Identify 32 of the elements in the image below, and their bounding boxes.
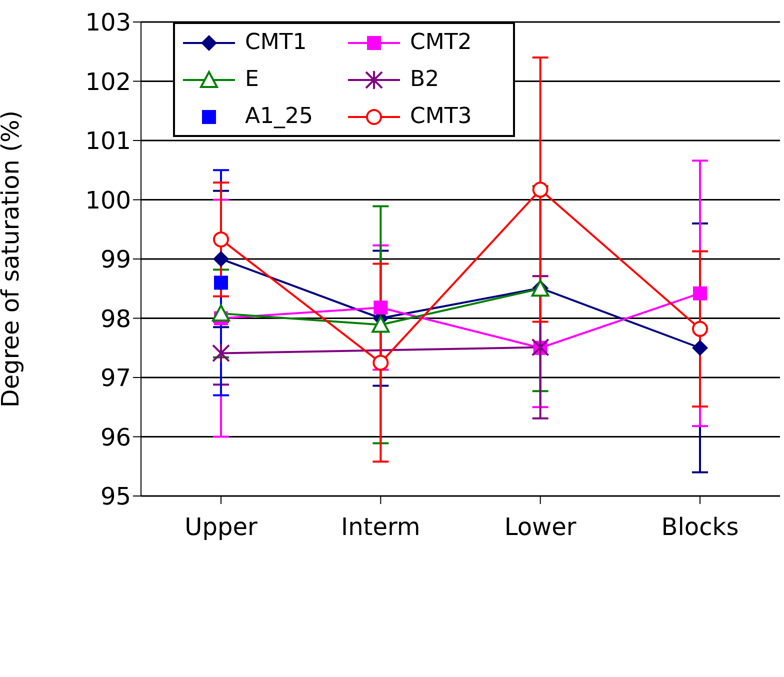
y-tick-label: 95 xyxy=(100,482,131,511)
legend-label: CMT2 xyxy=(410,30,472,55)
point xyxy=(374,300,388,315)
legend-label: E xyxy=(245,67,259,92)
y-tick-label: 100 xyxy=(85,186,131,214)
y-tick-label: 99 xyxy=(100,246,131,274)
point xyxy=(213,251,229,267)
y-tick-label: 102 xyxy=(85,68,131,96)
point xyxy=(214,276,228,290)
x-tick-label: Upper xyxy=(184,513,258,542)
legend-label: CMT1 xyxy=(245,30,307,55)
point xyxy=(692,320,708,337)
point xyxy=(693,286,707,300)
y-tick-label: 97 xyxy=(100,364,131,392)
point xyxy=(213,231,229,248)
x-tick-label: Blocks xyxy=(661,513,739,542)
y-tick-label: 103 xyxy=(85,8,131,37)
y-axis-title: Degree of saturation (%) xyxy=(0,110,25,408)
x-tick-label: Lower xyxy=(504,513,576,542)
y-tick-label: 98 xyxy=(100,304,131,333)
point xyxy=(212,343,230,364)
y-tick-label: 101 xyxy=(85,127,131,156)
point xyxy=(372,316,390,333)
point xyxy=(212,304,230,322)
legend-label: A1_25 xyxy=(245,104,314,129)
legend-label: CMT3 xyxy=(410,104,472,129)
x-tick-label: Interm xyxy=(341,513,420,542)
y-tick-label: 96 xyxy=(100,423,131,452)
legend-label: B2 xyxy=(410,67,440,92)
point xyxy=(692,340,708,356)
point xyxy=(532,182,548,198)
point xyxy=(372,354,389,371)
